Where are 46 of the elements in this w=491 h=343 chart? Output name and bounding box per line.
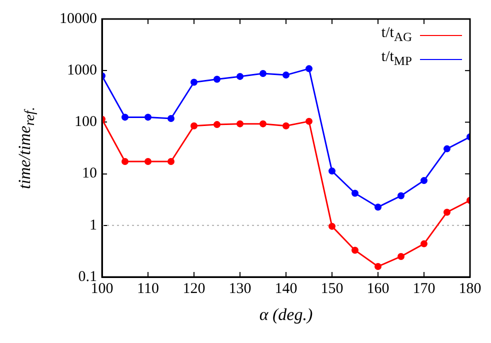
point xyxy=(374,262,382,270)
point xyxy=(190,122,198,130)
point xyxy=(260,120,266,128)
point xyxy=(144,114,152,121)
x-axis-title: α (deg.) xyxy=(258,305,314,325)
point xyxy=(444,208,450,216)
y-tick-label: 1 xyxy=(90,217,97,234)
x-tick-label: 160 xyxy=(366,280,390,297)
point xyxy=(260,70,266,77)
x-tick-label: 140 xyxy=(274,280,298,297)
y-tick-label: 10000 xyxy=(60,10,97,27)
y-tick-label: 100 xyxy=(74,114,97,130)
x-tick-label: 110 xyxy=(137,280,159,297)
point xyxy=(144,158,152,166)
y-tick-label: 10 xyxy=(82,166,97,182)
point xyxy=(236,72,244,80)
point xyxy=(306,65,312,72)
legend-label: t/t$_{MP}$ xyxy=(381,48,412,70)
x-tick-label: 180 xyxy=(458,280,482,297)
point xyxy=(282,72,290,79)
x-tick-label: 170 xyxy=(412,280,436,297)
point xyxy=(374,204,382,211)
point xyxy=(398,192,404,200)
point xyxy=(444,145,450,152)
x-tick-label: 150 xyxy=(320,280,344,297)
point xyxy=(420,240,428,248)
point xyxy=(214,76,220,83)
x-tick-label: 130 xyxy=(228,280,252,297)
point xyxy=(328,168,336,175)
point xyxy=(236,120,244,128)
x-tick-label: 120 xyxy=(182,280,206,297)
point xyxy=(352,190,358,197)
legend-label: t/t$_{AG}$ xyxy=(381,24,412,46)
y-tick-label: 1000 xyxy=(67,62,97,79)
point xyxy=(398,252,404,260)
point xyxy=(420,177,428,184)
point xyxy=(122,114,128,121)
point xyxy=(328,222,336,230)
point xyxy=(306,118,312,125)
point xyxy=(168,158,174,166)
point xyxy=(190,78,198,86)
point xyxy=(352,246,358,254)
point xyxy=(168,114,174,122)
point xyxy=(282,122,290,130)
point xyxy=(122,158,128,166)
point xyxy=(214,121,220,128)
